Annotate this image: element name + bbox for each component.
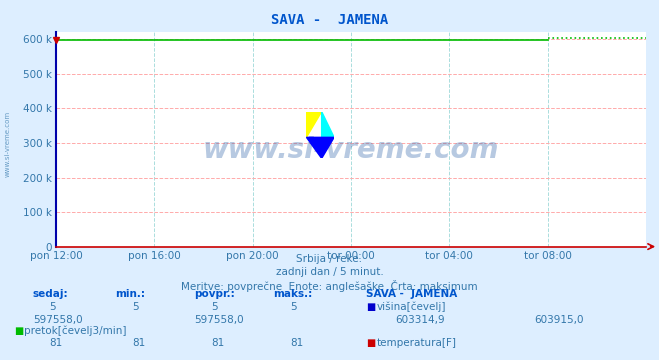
Text: Srbija / reke.: Srbija / reke. [297, 254, 362, 264]
Text: 603915,0: 603915,0 [534, 315, 583, 325]
Text: 81: 81 [49, 338, 63, 348]
Text: ■: ■ [366, 338, 375, 348]
Text: 597558,0: 597558,0 [33, 315, 82, 325]
Text: ■: ■ [14, 326, 24, 336]
Text: 597558,0: 597558,0 [194, 315, 244, 325]
Text: 5: 5 [132, 302, 138, 312]
Text: sedaj:: sedaj: [33, 289, 69, 299]
Polygon shape [322, 112, 334, 137]
Text: 81: 81 [290, 338, 303, 348]
Text: maks.:: maks.: [273, 289, 313, 299]
Text: zadnji dan / 5 minut.: zadnji dan / 5 minut. [275, 267, 384, 277]
Text: 5: 5 [49, 302, 56, 312]
Text: 603314,9: 603314,9 [395, 315, 445, 325]
Polygon shape [306, 137, 334, 158]
Text: 81: 81 [132, 338, 145, 348]
Text: pretok[čevelj3/min]: pretok[čevelj3/min] [24, 325, 127, 336]
Text: povpr.:: povpr.: [194, 289, 235, 299]
Text: 5: 5 [290, 302, 297, 312]
Text: temperatura[F]: temperatura[F] [377, 338, 457, 348]
Text: SAVA -  JAMENA: SAVA - JAMENA [271, 13, 388, 27]
Text: www.si-vreme.com: www.si-vreme.com [203, 136, 499, 164]
Text: Meritve: povprečne  Enote: anglešaške  Črta: maksimum: Meritve: povprečne Enote: anglešaške Črt… [181, 280, 478, 292]
Text: višina[čevelj]: višina[čevelj] [377, 301, 446, 312]
Text: SAVA -  JAMENA: SAVA - JAMENA [366, 289, 457, 299]
Text: www.si-vreme.com: www.si-vreme.com [5, 111, 11, 177]
Text: 5: 5 [211, 302, 217, 312]
Text: min.:: min.: [115, 289, 146, 299]
Text: ■: ■ [366, 302, 375, 312]
Text: 81: 81 [211, 338, 224, 348]
Polygon shape [306, 112, 322, 137]
